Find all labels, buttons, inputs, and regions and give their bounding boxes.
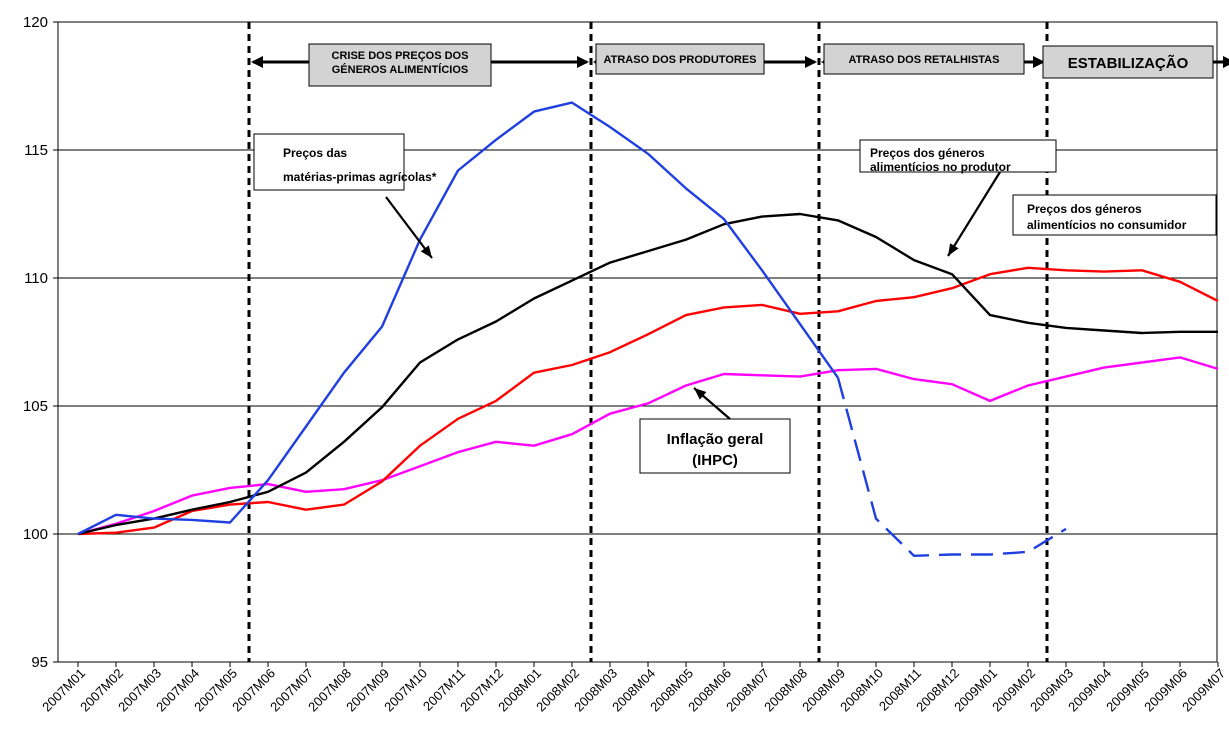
plot-frame xyxy=(57,21,1218,663)
annotation-pointer-agri xyxy=(385,196,433,259)
annotation-box-agri xyxy=(253,133,405,191)
annotation-label-hicp: (IHPC) xyxy=(692,452,738,469)
grid-lines xyxy=(58,21,1217,535)
phase-dividers xyxy=(247,22,1049,662)
annotation-label-consumer: alimentícios no consumidor xyxy=(1027,218,1187,232)
phase-arrow-head xyxy=(251,56,263,68)
y-tick-label: 115 xyxy=(24,142,48,159)
annotation-pointer-head xyxy=(420,245,432,258)
annotation-label-producer: Preços dos géneros xyxy=(870,146,985,160)
phase-label-box xyxy=(308,43,492,87)
phase-arrow-head xyxy=(1033,56,1045,68)
annotation-label-producer: alimentícios no produtor xyxy=(870,160,1011,174)
series-line-agri-projected xyxy=(836,377,1067,558)
phase-label: CRISE DOS PREÇOS DOS xyxy=(332,50,469,62)
series-line-agri xyxy=(77,101,839,536)
y-tick-label: 95 xyxy=(31,654,48,671)
y-tick-label: 120 xyxy=(23,14,48,31)
x-axis-tick-labels: 2007M012007M022007M032007M042007M052007M… xyxy=(39,666,1228,715)
annotation-label-consumer: Preços dos géneros xyxy=(1027,202,1142,216)
annotation-pointer-head xyxy=(948,243,959,256)
series-line-consumer xyxy=(77,266,1219,536)
annotation-pointer-producer xyxy=(947,171,1001,257)
phase-label: ESTABILIZAÇÃO xyxy=(1068,54,1189,72)
y-tick-label: 100 xyxy=(23,526,48,543)
phase-arrow-head xyxy=(805,56,817,68)
annotation-label-hicp: Inflação geral xyxy=(667,431,764,448)
annotation-box-hicp xyxy=(639,418,791,474)
annotation-box-producer xyxy=(859,139,1057,173)
axes xyxy=(53,21,1219,667)
y-tick-label: 110 xyxy=(24,270,48,287)
annotations: Preços das matérias-primas agrícolas* Preç… xyxy=(253,133,1217,474)
phase-arrow-head xyxy=(1223,56,1229,68)
phase-label: ATRASO DOS RETALHISTAS xyxy=(849,54,1000,66)
annotation-box-consumer xyxy=(1012,194,1217,236)
annotation-label-agri: matérias-primas agrícolas* xyxy=(283,170,437,184)
series-lines xyxy=(77,101,1219,558)
y-tick-label: 105 xyxy=(23,398,48,415)
phase-label-box xyxy=(595,43,765,75)
phase-label: GÉNEROS ALIMENTÍCIOS xyxy=(332,63,469,76)
series-line-hicp xyxy=(77,356,1219,536)
annotation-label-agri: Preços das xyxy=(283,146,347,160)
series-line-producer xyxy=(77,212,1218,536)
phase-arrow-head xyxy=(577,56,589,68)
phase-label-box xyxy=(1042,45,1214,79)
y-axis-tick-labels: 95 100 105 110 115 120 xyxy=(23,14,48,671)
annotation-pointer-head xyxy=(694,388,707,400)
phase-label-box xyxy=(823,43,1025,75)
phase-label: ATRASO DOS PRODUTORES xyxy=(604,54,757,66)
